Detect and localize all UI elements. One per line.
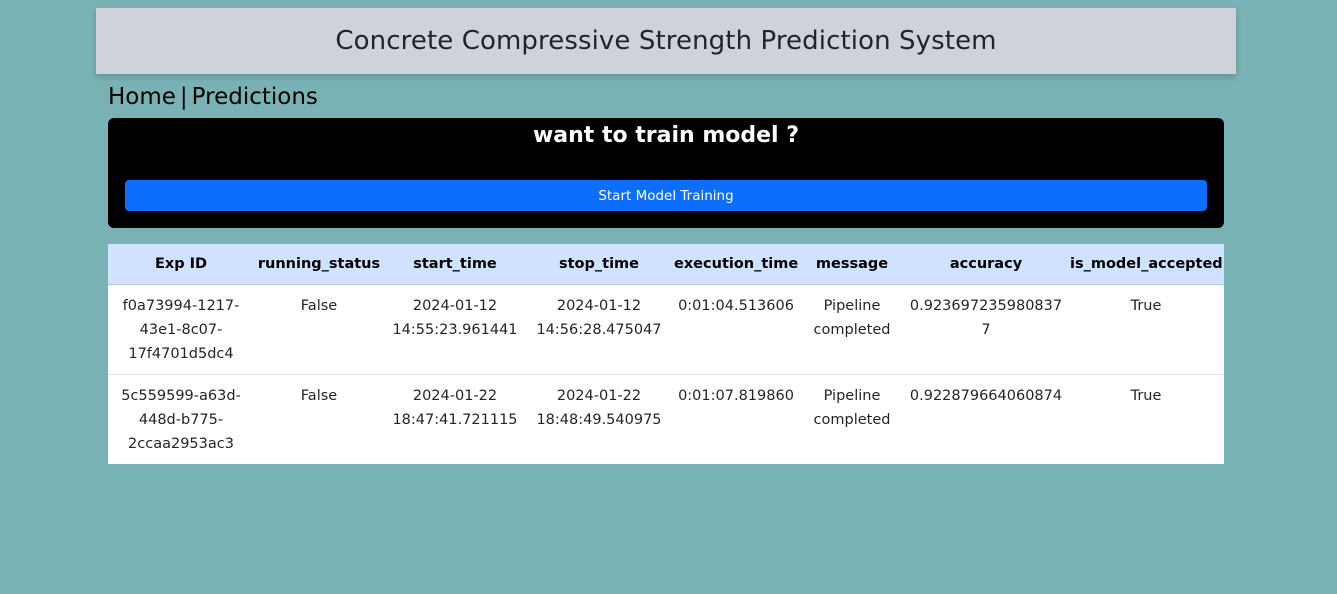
start-clock: 18:47:41.721115 <box>392 412 518 428</box>
stop-time-cell: 2024-01-22 18:48:49.540975 <box>526 375 672 465</box>
message-line: completed <box>813 322 891 338</box>
stop-date: 2024-01-22 <box>556 388 642 404</box>
message-line: Pipeline <box>823 298 881 314</box>
stop-date: 2024-01-12 <box>556 298 642 314</box>
exp-id-cell: f0a73994-1217- 43e1-8c07- 17f4701d5dc4 <box>108 284 254 375</box>
is-model-accepted-cell: True <box>1068 284 1224 375</box>
exp-id-cell: 5c559599-a63d- 448d-b775- 2ccaa2953ac3 <box>108 375 254 465</box>
exp-id-line: f0a73994-1217- <box>122 298 240 314</box>
exp-id-line: 5c559599-a63d- <box>121 388 241 404</box>
message-line: completed <box>813 412 891 428</box>
column-header-accuracy: accuracy <box>904 244 1068 285</box>
page-title: Concrete Compressive Strength Prediction… <box>335 26 997 56</box>
train-panel-heading: want to train model ? <box>532 123 800 148</box>
column-header-message: message <box>800 244 904 285</box>
message-line: Pipeline <box>823 388 881 404</box>
exp-id-line: 2ccaa2953ac3 <box>128 436 234 452</box>
start-time-cell: 2024-01-12 14:55:23.961441 <box>384 284 526 375</box>
accuracy-cell: 0.9236972359808377 <box>904 284 1068 375</box>
column-header-exp-id: Exp ID <box>108 244 254 285</box>
start-clock: 14:55:23.961441 <box>392 322 518 338</box>
is-model-accepted-cell: True <box>1130 388 1162 404</box>
nav-link-home[interactable]: Home <box>108 84 176 110</box>
start-time-cell: 2024-01-22 18:47:41.721115 <box>384 375 526 465</box>
exp-id-line: 448d-b775- <box>138 412 224 428</box>
column-header-execution-time: execution_time <box>672 244 800 285</box>
running-status-cell: False <box>254 284 384 375</box>
stop-clock: 14:56:28.475047 <box>536 322 662 338</box>
experiments-table-container: Exp ID running_status start_time stop_ti… <box>108 244 1224 464</box>
exp-id-line: 43e1-8c07- <box>139 322 223 338</box>
exp-id-line: 17f4701d5dc4 <box>128 346 234 362</box>
train-model-panel: want to train model ? Start Model Traini… <box>108 118 1224 228</box>
column-header-stop-time: stop_time <box>526 244 672 285</box>
table-row: 5c559599-a63d- 448d-b775- 2ccaa2953ac3 F… <box>108 375 1224 465</box>
table-row: f0a73994-1217- 43e1-8c07- 17f4701d5dc4 F… <box>108 284 1224 375</box>
accuracy-cell: 0.922879664060874 <box>909 388 1063 404</box>
start-date: 2024-01-12 <box>412 298 498 314</box>
message-cell: Pipeline completed <box>800 284 904 375</box>
nav-link-predictions[interactable]: Predictions <box>191 84 318 110</box>
start-model-training-button[interactable]: Start Model Training <box>125 180 1207 211</box>
nav-bar: Home | Predictions <box>108 82 318 112</box>
execution-time-cell: 0:01:07.819860 <box>678 388 794 404</box>
column-header-start-time: start_time <box>384 244 526 285</box>
running-status-cell: False <box>300 388 338 404</box>
stop-time-cell: 2024-01-12 14:56:28.475047 <box>526 284 672 375</box>
experiments-table: Exp ID running_status start_time stop_ti… <box>108 244 1224 464</box>
message-cell: Pipeline completed <box>800 375 904 465</box>
page-header: Concrete Compressive Strength Prediction… <box>96 8 1236 74</box>
column-header-is-model-accepted: is_model_accepted <box>1068 244 1224 285</box>
column-header-running-status: running_status <box>254 244 384 285</box>
table-header-row: Exp ID running_status start_time stop_ti… <box>108 244 1224 285</box>
start-date: 2024-01-22 <box>412 388 498 404</box>
execution-time-cell: 0:01:04.513606 <box>672 284 800 375</box>
nav-separator: | <box>179 84 188 110</box>
stop-clock: 18:48:49.540975 <box>536 412 662 428</box>
